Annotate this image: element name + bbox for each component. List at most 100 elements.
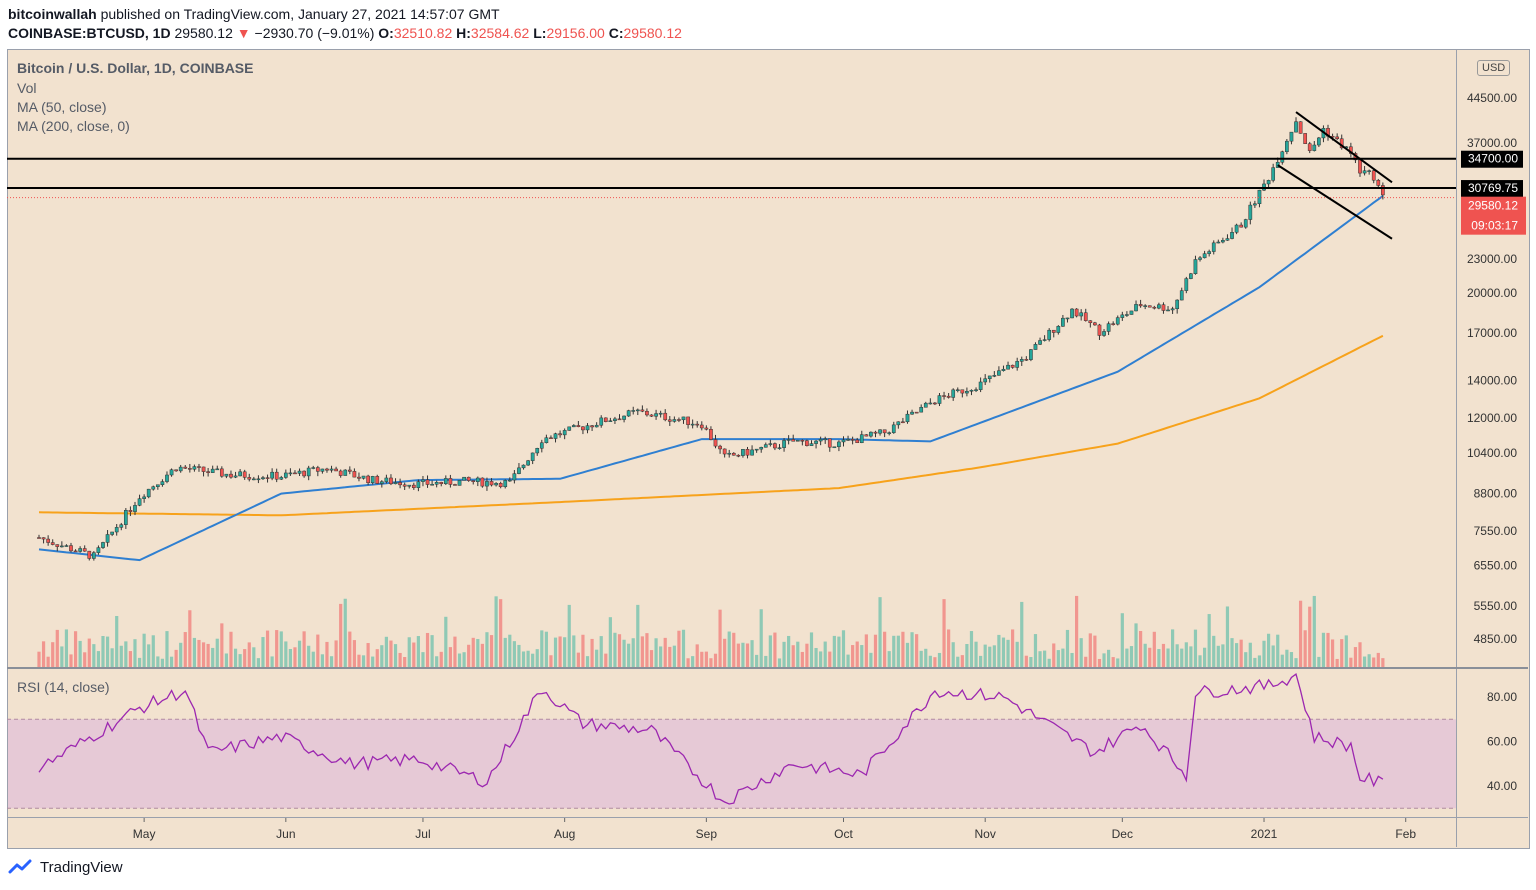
volume-bar — [211, 647, 215, 667]
candle-up — [1120, 314, 1125, 318]
candle-down — [677, 419, 681, 421]
candle-down — [773, 443, 777, 449]
candle-down — [791, 439, 796, 442]
volume-bar — [1097, 658, 1102, 667]
symbol-label: COINBASE:BTCUSD, 1D — [8, 25, 171, 41]
candle-up — [1015, 361, 1020, 368]
volume-bar — [1175, 644, 1179, 667]
candle-up — [535, 448, 540, 454]
candle-down — [933, 402, 937, 405]
candle-up — [777, 447, 782, 449]
candle-up — [1038, 340, 1042, 345]
candle-down — [1097, 324, 1102, 336]
candle-up — [1280, 151, 1285, 163]
candle-up — [887, 432, 892, 434]
candle-up — [1257, 189, 1262, 204]
published-text: published on TradingView.com, January 27… — [100, 6, 500, 22]
volume-bar — [855, 641, 859, 667]
chart-frame[interactable] — [7, 49, 1530, 849]
volume-bar — [60, 646, 64, 667]
candle-up — [1289, 131, 1294, 142]
publisher-name[interactable]: bitcoinwallah — [8, 6, 97, 22]
volume-bar — [375, 649, 379, 667]
volume-bar — [814, 647, 818, 667]
candle-down — [695, 423, 700, 426]
pane-divider[interactable] — [7, 667, 1528, 669]
candle-down — [549, 437, 553, 439]
volume-bar — [1111, 657, 1115, 667]
volume-bar — [1367, 654, 1371, 667]
volume-bar — [343, 598, 347, 667]
volume-bar — [659, 646, 663, 667]
volume-bar — [773, 632, 777, 667]
candle-down — [347, 469, 352, 472]
volume-bar — [1372, 657, 1376, 667]
candle-down — [1358, 159, 1362, 174]
volume-bar — [750, 640, 754, 667]
volume-bar — [1084, 656, 1088, 667]
volume-bar — [128, 651, 133, 667]
candle-down — [55, 544, 60, 547]
candle-down — [640, 409, 645, 412]
candle-down — [942, 395, 946, 397]
volume-bar — [439, 651, 443, 667]
volume-bar — [1161, 643, 1166, 667]
time-tick-label: Feb — [1395, 827, 1416, 841]
candle-up — [937, 395, 942, 404]
candle-up — [759, 447, 764, 450]
candle-up — [919, 407, 924, 413]
volume-bar — [1198, 655, 1202, 667]
volume-bar — [681, 629, 686, 667]
volume-bar — [361, 655, 366, 667]
volume-bar — [1221, 644, 1225, 667]
volume-bar — [1262, 640, 1266, 667]
volume-bar — [654, 638, 658, 667]
volume-bar — [905, 642, 910, 667]
rsi-tick-label: 60.00 — [1487, 735, 1517, 749]
candle-down — [247, 477, 252, 480]
candle-up — [891, 424, 896, 433]
volume-bar — [357, 654, 361, 667]
volume-bar — [1120, 613, 1124, 667]
volume-bar — [1317, 656, 1321, 667]
candle-up — [1179, 290, 1184, 301]
volume-bar — [448, 647, 452, 667]
volume-bar — [755, 654, 759, 667]
ma50-layer — [38, 195, 1384, 562]
candle-up — [905, 413, 910, 423]
volume-bar — [229, 631, 233, 667]
candle-up — [681, 416, 686, 421]
volume-bar — [192, 637, 197, 667]
footer-brand-text: TradingView — [40, 858, 123, 876]
volume-bar — [723, 638, 727, 667]
candle-up — [1029, 349, 1033, 360]
candle-up — [782, 440, 786, 448]
volume-bar — [165, 631, 169, 667]
candle-up — [965, 390, 969, 394]
candle-up — [370, 476, 375, 484]
volume-bar — [64, 629, 69, 667]
volume-bar — [933, 657, 937, 667]
volume-bar — [649, 650, 654, 667]
volume-bar — [704, 651, 708, 667]
candle-up — [1184, 278, 1189, 291]
volume-bar — [1189, 646, 1193, 667]
volume-bar — [572, 635, 576, 667]
currency-button[interactable]: USD — [1477, 60, 1511, 76]
volume-bar — [809, 632, 814, 667]
volume-bar — [672, 645, 676, 667]
candle-up — [786, 439, 791, 441]
volume-bar — [1020, 601, 1024, 667]
volume-bar — [901, 631, 905, 667]
candle-up — [837, 441, 841, 448]
candle-down — [82, 548, 87, 552]
candle-down — [265, 477, 270, 479]
volume-bar — [73, 631, 78, 667]
volume-bar — [800, 651, 804, 667]
candle-up — [306, 467, 311, 477]
price-tick-label: 14000.00 — [1467, 373, 1517, 387]
volume-bar — [567, 604, 571, 667]
volume-bar — [1170, 629, 1175, 667]
footer-brand[interactable]: TradingView — [8, 858, 123, 876]
